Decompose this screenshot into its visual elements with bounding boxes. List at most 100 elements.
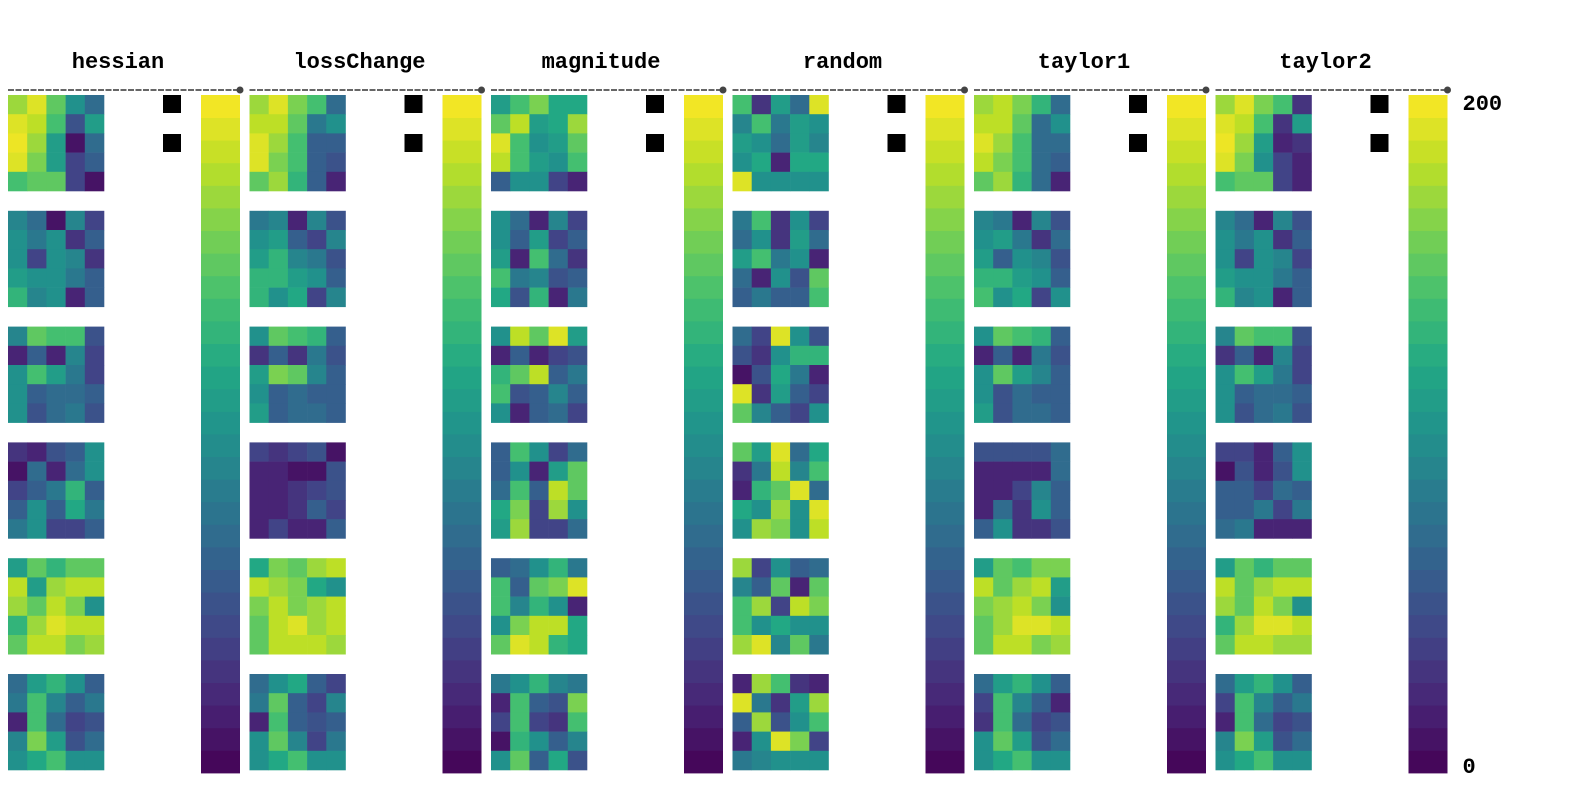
heatmap-cell	[548, 558, 569, 578]
heatmap-cell	[1012, 674, 1032, 694]
heatmap-cell	[732, 577, 752, 597]
heatmap-cell	[567, 133, 588, 153]
heatmap-cell	[974, 693, 994, 713]
heatmap-cell	[307, 480, 327, 501]
heatmap-cell	[326, 249, 346, 269]
heatmap-cell	[770, 249, 791, 269]
colorbar-segment	[442, 321, 482, 344]
heatmap-cell	[65, 500, 86, 520]
heatmap-cell	[491, 230, 511, 250]
heatmap-cell	[46, 519, 66, 539]
heatmap-cell	[46, 133, 66, 153]
heatmap-cell	[65, 171, 86, 192]
heatmap-cell	[1273, 268, 1293, 288]
heatmap-cell	[84, 693, 105, 713]
heatmap-cell	[307, 114, 327, 134]
heatmap-cell	[751, 249, 772, 269]
heatmap-cell	[1012, 596, 1032, 617]
heatmap-cell	[1253, 114, 1274, 134]
heatmap-cell	[1050, 230, 1071, 250]
heatmap-cell	[84, 635, 105, 655]
heatmap-cell	[529, 731, 549, 752]
heatmap-cell	[993, 230, 1013, 250]
heatmap-cell	[8, 500, 28, 520]
colorbar-segment	[684, 343, 723, 367]
colorbar-segment	[1167, 321, 1206, 344]
heatmap-cell	[548, 519, 569, 539]
heatmap-cell	[307, 171, 327, 192]
heatmap-cell	[268, 249, 289, 269]
heatmap-cell	[1292, 731, 1312, 752]
heatmap-cell	[809, 365, 829, 385]
heatmap-cell	[1234, 210, 1255, 231]
heatmap-cell	[249, 114, 269, 134]
heatmap-cell	[751, 384, 772, 404]
heatmap-cell	[529, 230, 549, 250]
heatmap-cell	[65, 249, 86, 269]
colorbar-segment	[925, 637, 965, 661]
heatmap-cell	[8, 268, 28, 288]
heatmap-cell	[268, 674, 289, 694]
heatmap-cell	[510, 750, 530, 771]
heatmap-cell	[46, 712, 66, 732]
heatmap-cell	[307, 693, 327, 713]
heatmap-cell	[46, 558, 66, 578]
colorbar-segment	[684, 750, 723, 774]
heatmap-cell	[326, 345, 346, 366]
heatmap-cell	[1215, 114, 1235, 134]
heatmap-cell	[1012, 384, 1032, 404]
heatmap-cell	[27, 210, 47, 231]
heatmap-cell	[46, 461, 66, 482]
heatmap-cell	[770, 171, 791, 192]
heatmap-cell	[1050, 693, 1071, 713]
heatmap-cell	[790, 268, 810, 288]
heatmap-cell	[1050, 596, 1071, 617]
colorbar-segment	[1167, 162, 1206, 186]
heatmap-cell	[1253, 230, 1274, 250]
heatmap-cell	[491, 152, 511, 173]
marker	[404, 95, 423, 113]
heatmap-cell	[307, 577, 327, 597]
heatmap-cell	[491, 461, 511, 482]
colorbar-segment	[442, 343, 482, 367]
heatmap-cell	[491, 558, 511, 578]
heatmap-cell	[1012, 558, 1032, 578]
heatmap-cell	[567, 326, 588, 347]
heatmap-cell	[65, 384, 86, 404]
colorbar-segment	[684, 162, 723, 186]
heatmap-cell	[1253, 500, 1274, 520]
colorbar-segment	[684, 705, 723, 729]
heatmap-cell	[249, 249, 269, 269]
heatmap-cell	[326, 326, 346, 347]
colorbar-segment	[925, 614, 965, 638]
heatmap-cell	[27, 750, 47, 771]
heatmap-cell	[84, 674, 105, 694]
heatmap-cell	[1215, 171, 1235, 192]
colorbar-segment	[201, 343, 240, 367]
heatmap-cell	[1215, 249, 1235, 269]
heatmap-cell	[548, 442, 569, 462]
heatmap-cell	[1215, 635, 1235, 655]
colorbar-segment	[1167, 569, 1206, 593]
colorbar-segment	[1408, 117, 1448, 141]
heatmap-cell	[510, 635, 530, 655]
heatmap-cell	[1050, 442, 1071, 462]
colorbar-segment	[684, 479, 723, 503]
heatmap-cell	[510, 674, 530, 694]
colorbar-segment	[201, 637, 240, 661]
heatmap-cell	[27, 731, 47, 752]
marker	[646, 95, 664, 113]
heatmap-cell	[1234, 384, 1255, 404]
colorbar-segment	[1408, 298, 1448, 322]
heatmap-cell	[326, 500, 346, 520]
heatmap-cell	[1215, 712, 1235, 732]
heatmap-cell	[84, 461, 105, 482]
heatmap-cell	[27, 114, 47, 134]
heatmap-cell	[974, 326, 994, 347]
heatmap-cell	[8, 249, 28, 269]
heatmap-cell	[529, 287, 549, 308]
colorbar-segment	[1408, 388, 1448, 412]
heatmap-cell	[1253, 152, 1274, 173]
heatmap-cell	[974, 133, 994, 153]
heatmap-cell	[770, 345, 791, 366]
